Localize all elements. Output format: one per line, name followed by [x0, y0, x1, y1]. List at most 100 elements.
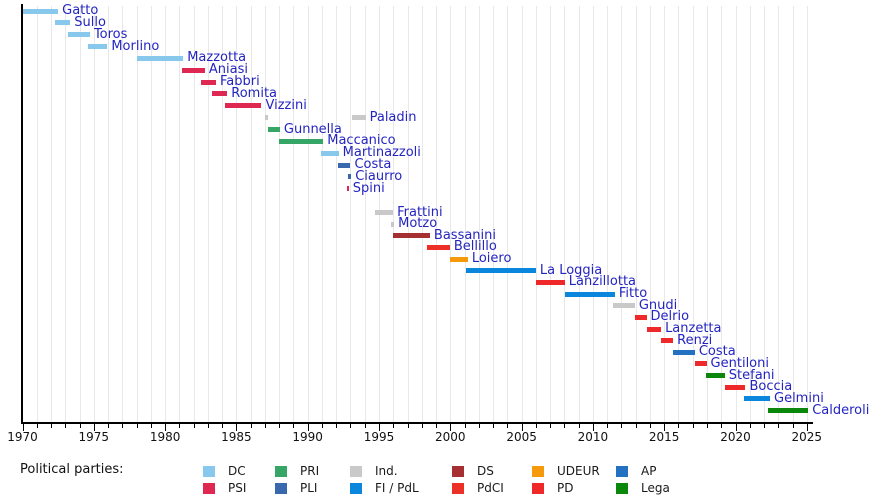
term-bar-toros	[68, 32, 90, 38]
axis-tick-label: 2025	[791, 430, 823, 444]
legend-swatch-pdci	[452, 483, 464, 494]
y-axis-line	[21, 4, 23, 424]
legend-swatch-pri	[275, 466, 287, 477]
legend-label-pd[interactable]: PD	[557, 481, 574, 495]
minister-link-stefani[interactable]: Stefani	[728, 367, 775, 383]
minister-link-paladin[interactable]: Paladin	[369, 109, 417, 125]
legend-label-fi-pdl[interactable]: FI / PdL	[375, 481, 419, 495]
minor-tick	[179, 423, 181, 428]
minister-link-bassanini[interactable]: Bassanini	[433, 227, 497, 243]
minister-link-fitto[interactable]: Fitto	[618, 286, 648, 302]
minor-tick	[65, 423, 67, 428]
minister-link-fabbri[interactable]: Fabbri	[220, 74, 260, 90]
legend-label-ind-[interactable]: Ind.	[375, 464, 398, 478]
gridline-year	[279, 6, 281, 422]
legend-label-ds[interactable]: DS	[477, 464, 494, 478]
legend-label-dc[interactable]: DC	[228, 464, 246, 478]
minor-tick	[535, 423, 537, 428]
minister-link-lanzetta[interactable]: Lanzetta	[665, 321, 722, 336]
minister-link-calderoli[interactable]: Calderoli	[812, 402, 870, 418]
legend-label-pri[interactable]: PRI	[300, 464, 320, 478]
gridline-year	[778, 6, 780, 422]
minister-link-sullo[interactable]: Sullo	[74, 14, 106, 30]
minister-link-gentiloni[interactable]: Gentiloni	[710, 355, 769, 371]
minister-link-delrio[interactable]: Delrio	[650, 309, 690, 325]
minister-link-mazzotta[interactable]: Mazzotta	[187, 50, 247, 66]
term-bar-lanzetta	[646, 326, 662, 332]
minor-tick	[336, 423, 338, 428]
minister-link-maccanico[interactable]: Maccanico	[327, 133, 396, 149]
gridline-year	[165, 6, 167, 422]
gridline-year	[207, 6, 209, 422]
gridline-year	[749, 6, 751, 422]
minister-link-frattini[interactable]: Frattini	[397, 204, 443, 220]
major-tick	[236, 423, 238, 431]
minor-tick	[621, 423, 623, 428]
legend-swatch-ds	[452, 466, 464, 477]
minor-tick	[222, 423, 224, 428]
gridline-year	[493, 6, 495, 422]
gridline-year	[393, 6, 395, 422]
gridline-year	[79, 6, 81, 422]
gridline-year	[478, 6, 480, 422]
minister-link-spini[interactable]: Spini	[352, 180, 385, 196]
gridline-year	[51, 6, 53, 422]
term-bar-motzo	[390, 221, 395, 227]
term-bar-martinazzoli	[320, 150, 339, 156]
term-bar-gnudi	[613, 303, 635, 309]
major-tick	[521, 423, 523, 431]
minister-link-boccia[interactable]: Boccia	[749, 379, 793, 395]
minister-link-gelmini[interactable]: Gelmini	[774, 390, 824, 406]
legend-label-lega[interactable]: Lega	[641, 481, 670, 495]
minister-link-ciaurro[interactable]: Ciaurro	[355, 168, 403, 184]
minor-tick	[649, 423, 651, 428]
gridline-year	[65, 6, 67, 422]
minor-tick	[364, 423, 366, 428]
gridline-year	[692, 6, 694, 422]
minister-link-romita[interactable]: Romita	[231, 85, 278, 101]
minister-link-renzi[interactable]: Renzi	[677, 332, 713, 348]
minister-link-gnudi[interactable]: Gnudi	[638, 297, 678, 313]
axis-tick-label: 2015	[648, 430, 680, 444]
gridline-year	[592, 6, 594, 422]
minister-link-bellillo[interactable]: Bellillo	[453, 239, 497, 255]
term-bar-spini	[346, 186, 349, 192]
minor-tick	[550, 423, 552, 428]
gridline-year	[564, 6, 566, 422]
legend-label-pli[interactable]: PLI	[300, 481, 318, 495]
gridline-year	[407, 6, 409, 422]
axis-tick-label: 2005	[506, 430, 537, 444]
minister-link-vizzini[interactable]: Vizzini	[265, 97, 307, 113]
minister-link-gunnella[interactable]: Gunnella	[283, 121, 342, 137]
minister-link-costa[interactable]: Costa	[698, 344, 736, 360]
legend-label-ap[interactable]: AP	[641, 464, 657, 478]
minor-tick	[635, 423, 637, 428]
minor-tick	[36, 423, 38, 428]
minor-tick	[250, 423, 252, 428]
term-bar-gunnella	[268, 127, 280, 132]
minister-link-martinazzoli[interactable]: Martinazzoli	[342, 145, 421, 161]
minor-tick	[79, 423, 81, 428]
gridline-year	[507, 6, 509, 422]
minister-link-la-loggia[interactable]: La Loggia	[539, 262, 603, 278]
minister-link-morlino[interactable]: Morlino	[111, 38, 160, 54]
legend-label-udeur[interactable]: UDEUR	[557, 464, 600, 478]
minister-link-costa[interactable]: Costa	[354, 157, 392, 173]
minor-tick	[464, 423, 466, 428]
minister-link-toros[interactable]: Toros	[93, 26, 128, 42]
minister-link-aniasi[interactable]: Aniasi	[208, 62, 248, 78]
legend-label-psi[interactable]: PSI	[228, 481, 247, 495]
minor-tick	[393, 423, 395, 428]
legend-swatch-udeur	[532, 466, 544, 477]
term-bar-fabbri	[201, 79, 216, 85]
minister-link-gatto[interactable]: Gatto	[62, 3, 99, 18]
minor-tick	[150, 423, 152, 428]
gridline-year	[535, 6, 537, 422]
term-bar-calderoli	[768, 408, 809, 414]
minister-link-loiero[interactable]: Loiero	[471, 251, 512, 267]
minister-link-lanzillotta[interactable]: Lanzillotta	[568, 274, 637, 290]
minister-link-motzo[interactable]: Motzo	[398, 216, 438, 232]
gridline-year	[792, 6, 794, 422]
legend-label-pdci[interactable]: PdCI	[477, 481, 504, 495]
